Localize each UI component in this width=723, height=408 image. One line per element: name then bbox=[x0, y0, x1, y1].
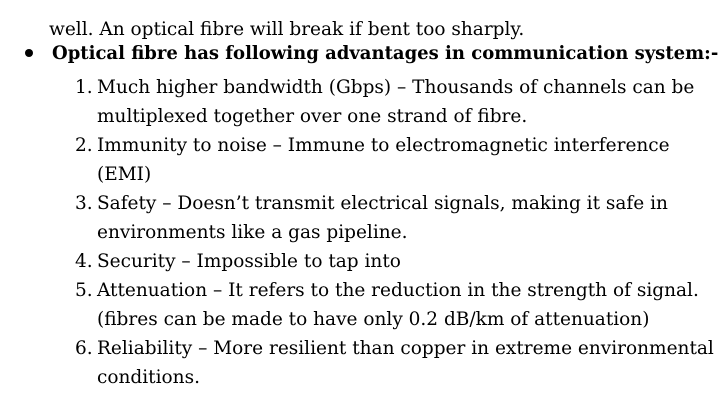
list-item-number: 2. bbox=[75, 135, 93, 156]
list-item-number: 3. bbox=[75, 193, 93, 214]
intro-text-line: well. An optical fibre will break if ben… bbox=[49, 19, 525, 40]
bullet-icon bbox=[25, 49, 33, 57]
list-item-text: Immunity to noise – Immune to electromag… bbox=[97, 135, 670, 156]
list-item-text-continued: (EMI) bbox=[97, 164, 152, 185]
list-item-text-continued: conditions. bbox=[97, 367, 200, 388]
section-heading: Optical fibre has following advantages i… bbox=[52, 43, 719, 64]
list-item-text: Much higher bandwidth (Gbps) – Thousands… bbox=[97, 77, 695, 98]
list-item-text: Attenuation – It refers to the reduction… bbox=[97, 280, 699, 301]
list-item-number: 5. bbox=[75, 280, 93, 301]
list-item-text: Security – Impossible to tap into bbox=[97, 251, 401, 272]
list-item-number: 6. bbox=[75, 338, 93, 359]
list-item-number: 1. bbox=[75, 77, 93, 98]
list-item-text-continued: (fibres can be made to have only 0.2 dB/… bbox=[97, 309, 650, 330]
list-item-text-continued: multiplexed together over one strand of … bbox=[97, 106, 528, 127]
list-item-text-continued: environments like a gas pipeline. bbox=[97, 222, 408, 243]
list-item-text: Reliability – More resilient than copper… bbox=[97, 338, 714, 359]
list-item-number: 4. bbox=[75, 251, 93, 272]
list-item-text: Safety – Doesn’t transmit electrical sig… bbox=[97, 193, 668, 214]
